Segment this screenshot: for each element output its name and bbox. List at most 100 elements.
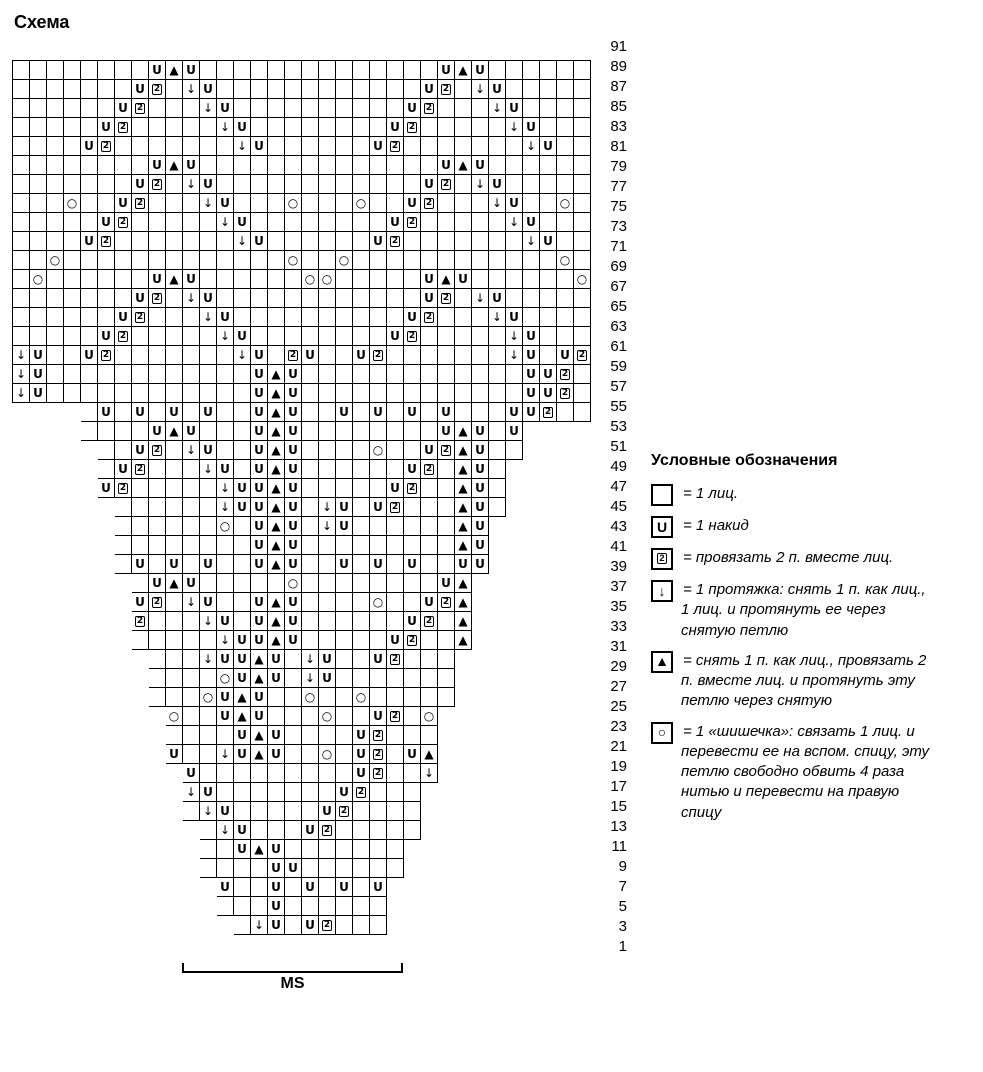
chart-cell [200, 155, 217, 174]
chart-cell [557, 269, 574, 288]
chart-cell [370, 288, 387, 307]
chart-cell [285, 763, 302, 782]
row-label: 33 [601, 617, 627, 637]
chart-cell: U [438, 402, 455, 421]
chart-cell [336, 60, 353, 79]
chart-cell [217, 231, 234, 250]
chart-cell [438, 630, 455, 649]
legend-item: ○= 1 «шишечка»: связать 1 лиц. и перевес… [651, 722, 931, 823]
chart-cell [47, 136, 64, 155]
chart-cell [557, 136, 574, 155]
chart-cell [319, 174, 336, 193]
chart-cell [319, 402, 336, 421]
chart-cell: 2 [404, 212, 421, 231]
chart-cell [336, 535, 353, 554]
chart-cell [47, 307, 64, 326]
chart-cell [30, 136, 47, 155]
chart-cell: U [438, 421, 455, 440]
chart-cell: U [353, 345, 370, 364]
chart-cell [200, 744, 217, 763]
chart-cell [302, 364, 319, 383]
chart-cell [234, 858, 251, 877]
chart-cell [336, 478, 353, 497]
chart-cell [251, 155, 268, 174]
chart-cell [336, 174, 353, 193]
chart-cell [81, 117, 98, 136]
legend-item: ▲= снять 1 п. как лиц., провязать 2 п. в… [651, 651, 931, 712]
row-label: 47 [601, 477, 627, 497]
chart-cell: U [438, 60, 455, 79]
chart-cell [81, 193, 98, 212]
row-label: 71 [601, 237, 627, 257]
chart-cell [132, 345, 149, 364]
chart-cell [81, 326, 98, 345]
row-label: 1 [601, 937, 627, 957]
chart-cell: 2 [404, 478, 421, 497]
chart-cell: U [200, 554, 217, 573]
chart-cell [302, 383, 319, 402]
chart-cell [149, 478, 166, 497]
chart-cell [302, 174, 319, 193]
chart-cell [149, 212, 166, 231]
chart-cell [47, 174, 64, 193]
chart-cell [166, 98, 183, 117]
chart-cell [132, 478, 149, 497]
chart-cell [438, 649, 455, 668]
chart-cell [523, 60, 540, 79]
chart-cell [455, 231, 472, 250]
chart-cell [438, 326, 455, 345]
chart-cell [387, 782, 404, 801]
chart-cell: U [200, 402, 217, 421]
chart-cell [183, 250, 200, 269]
row-number-labels: 9189878583817977757371696765636159575553… [601, 37, 627, 957]
chart-cell [234, 592, 251, 611]
chart-cell [370, 269, 387, 288]
chart-cell [540, 288, 557, 307]
chart-cell: U [302, 820, 319, 839]
chart-cell [166, 364, 183, 383]
chart-cell: 2 [319, 820, 336, 839]
chart-cell: U [234, 497, 251, 516]
chart-cell [506, 79, 523, 98]
chart-cell [319, 307, 336, 326]
chart-cell [217, 535, 234, 554]
chart-cell [421, 212, 438, 231]
chart-cell: U [540, 231, 557, 250]
chart-cell [30, 288, 47, 307]
chart-cell [285, 877, 302, 896]
chart-cell [557, 174, 574, 193]
chart-cell [268, 573, 285, 592]
chart-cell [438, 687, 455, 706]
legend-item: = 1 лиц. [651, 484, 931, 506]
chart-cell [285, 649, 302, 668]
row-label: 57 [601, 377, 627, 397]
chart-cell [285, 269, 302, 288]
chart-cell [183, 364, 200, 383]
chart-cell [64, 288, 81, 307]
chart-cell: U [285, 364, 302, 383]
chart-cell [149, 535, 166, 554]
chart-cell: U [149, 155, 166, 174]
chart-cell: U [353, 763, 370, 782]
chart-cell [370, 573, 387, 592]
chart-cell: ▲ [268, 630, 285, 649]
chart-cell [166, 668, 183, 687]
chart-cell [523, 193, 540, 212]
chart-cell [64, 117, 81, 136]
chart-cell: U [455, 554, 472, 573]
chart-cell: U [523, 402, 540, 421]
chart-cell: U [370, 877, 387, 896]
chart-cell: ▲ [166, 421, 183, 440]
chart-cell: ▲ [455, 155, 472, 174]
chart-cell: U [285, 478, 302, 497]
row-label: 75 [601, 197, 627, 217]
row-label: 49 [601, 457, 627, 477]
chart-cell [302, 231, 319, 250]
chart-cell: ○ [285, 250, 302, 269]
chart-cell [149, 326, 166, 345]
chart-cell [268, 136, 285, 155]
chart-cell [234, 516, 251, 535]
chart-cell [540, 155, 557, 174]
chart-cell [421, 573, 438, 592]
chart-cell [234, 250, 251, 269]
